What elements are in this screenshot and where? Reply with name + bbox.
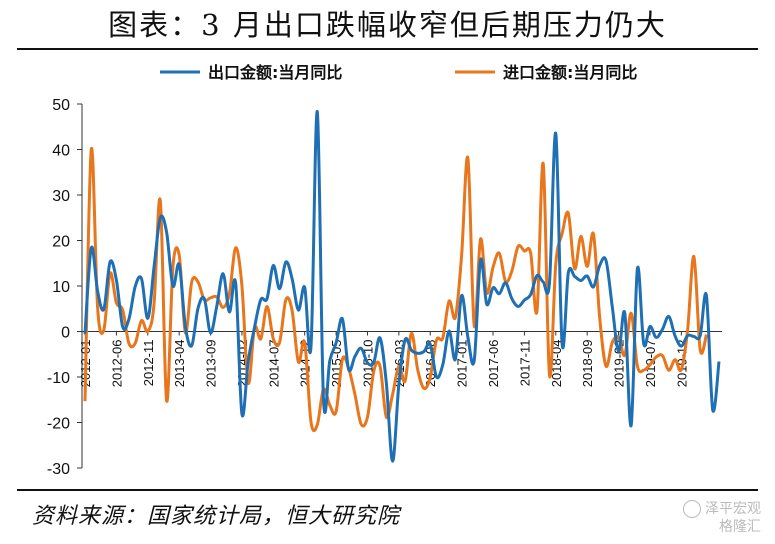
y-tick-label: -20	[47, 416, 70, 433]
y-tick-label: -30	[47, 461, 70, 478]
watermark-line2: 格隆汇	[719, 519, 761, 535]
legend-label: 出口金额:当月同比	[208, 63, 342, 82]
legend: 出口金额:当月同比 进口金额:当月同比	[160, 63, 637, 82]
series-layer	[83, 110, 721, 463]
source-note: 资料来源：国家统计局，恒大研究院	[32, 504, 401, 529]
series-line-import	[83, 146, 708, 433]
y-tick-label: 0	[61, 325, 70, 342]
y-tick-label: -10	[47, 370, 70, 387]
y-tick-label: 10	[52, 279, 70, 296]
y-tick-label: 20	[52, 234, 70, 251]
x-tick-label: 2012-11	[141, 340, 156, 387]
wechat-icon	[683, 500, 701, 518]
watermark-line1: 泽平宏观	[705, 501, 761, 517]
watermark: 泽平宏观 格隆汇	[683, 500, 761, 536]
y-tick-label: 50	[52, 97, 70, 114]
legend-label: 进口金额:当月同比	[503, 63, 637, 82]
line-chart: 出口金额:当月同比 进口金额:当月同比 -30-20-1001020304050 …	[47, 63, 722, 478]
x-tick-label: 2013-04	[172, 340, 187, 388]
series-line-export	[83, 110, 721, 463]
x-tick-label: 2012-06	[109, 340, 124, 388]
top-divider	[17, 48, 758, 50]
x-tick-label: 2013-09	[204, 340, 219, 388]
x-tick-label: 2014-07	[266, 340, 281, 388]
bottom-divider	[17, 489, 758, 491]
x-tick-label: 2018-09	[580, 340, 595, 388]
y-tick-label: 30	[52, 188, 70, 205]
x-tick-label: 2017-11	[517, 340, 532, 387]
y-axis: -30 -20 -10 0 10 20 30 40 50	[47, 97, 83, 478]
x-tick-label: 2017-01	[455, 340, 470, 388]
chart-title: 图表：3 月出口跌幅收窄但后期压力仍大	[108, 8, 667, 42]
x-tick-label: 2017-06	[486, 339, 501, 387]
y-tick-label: 40	[52, 143, 70, 160]
